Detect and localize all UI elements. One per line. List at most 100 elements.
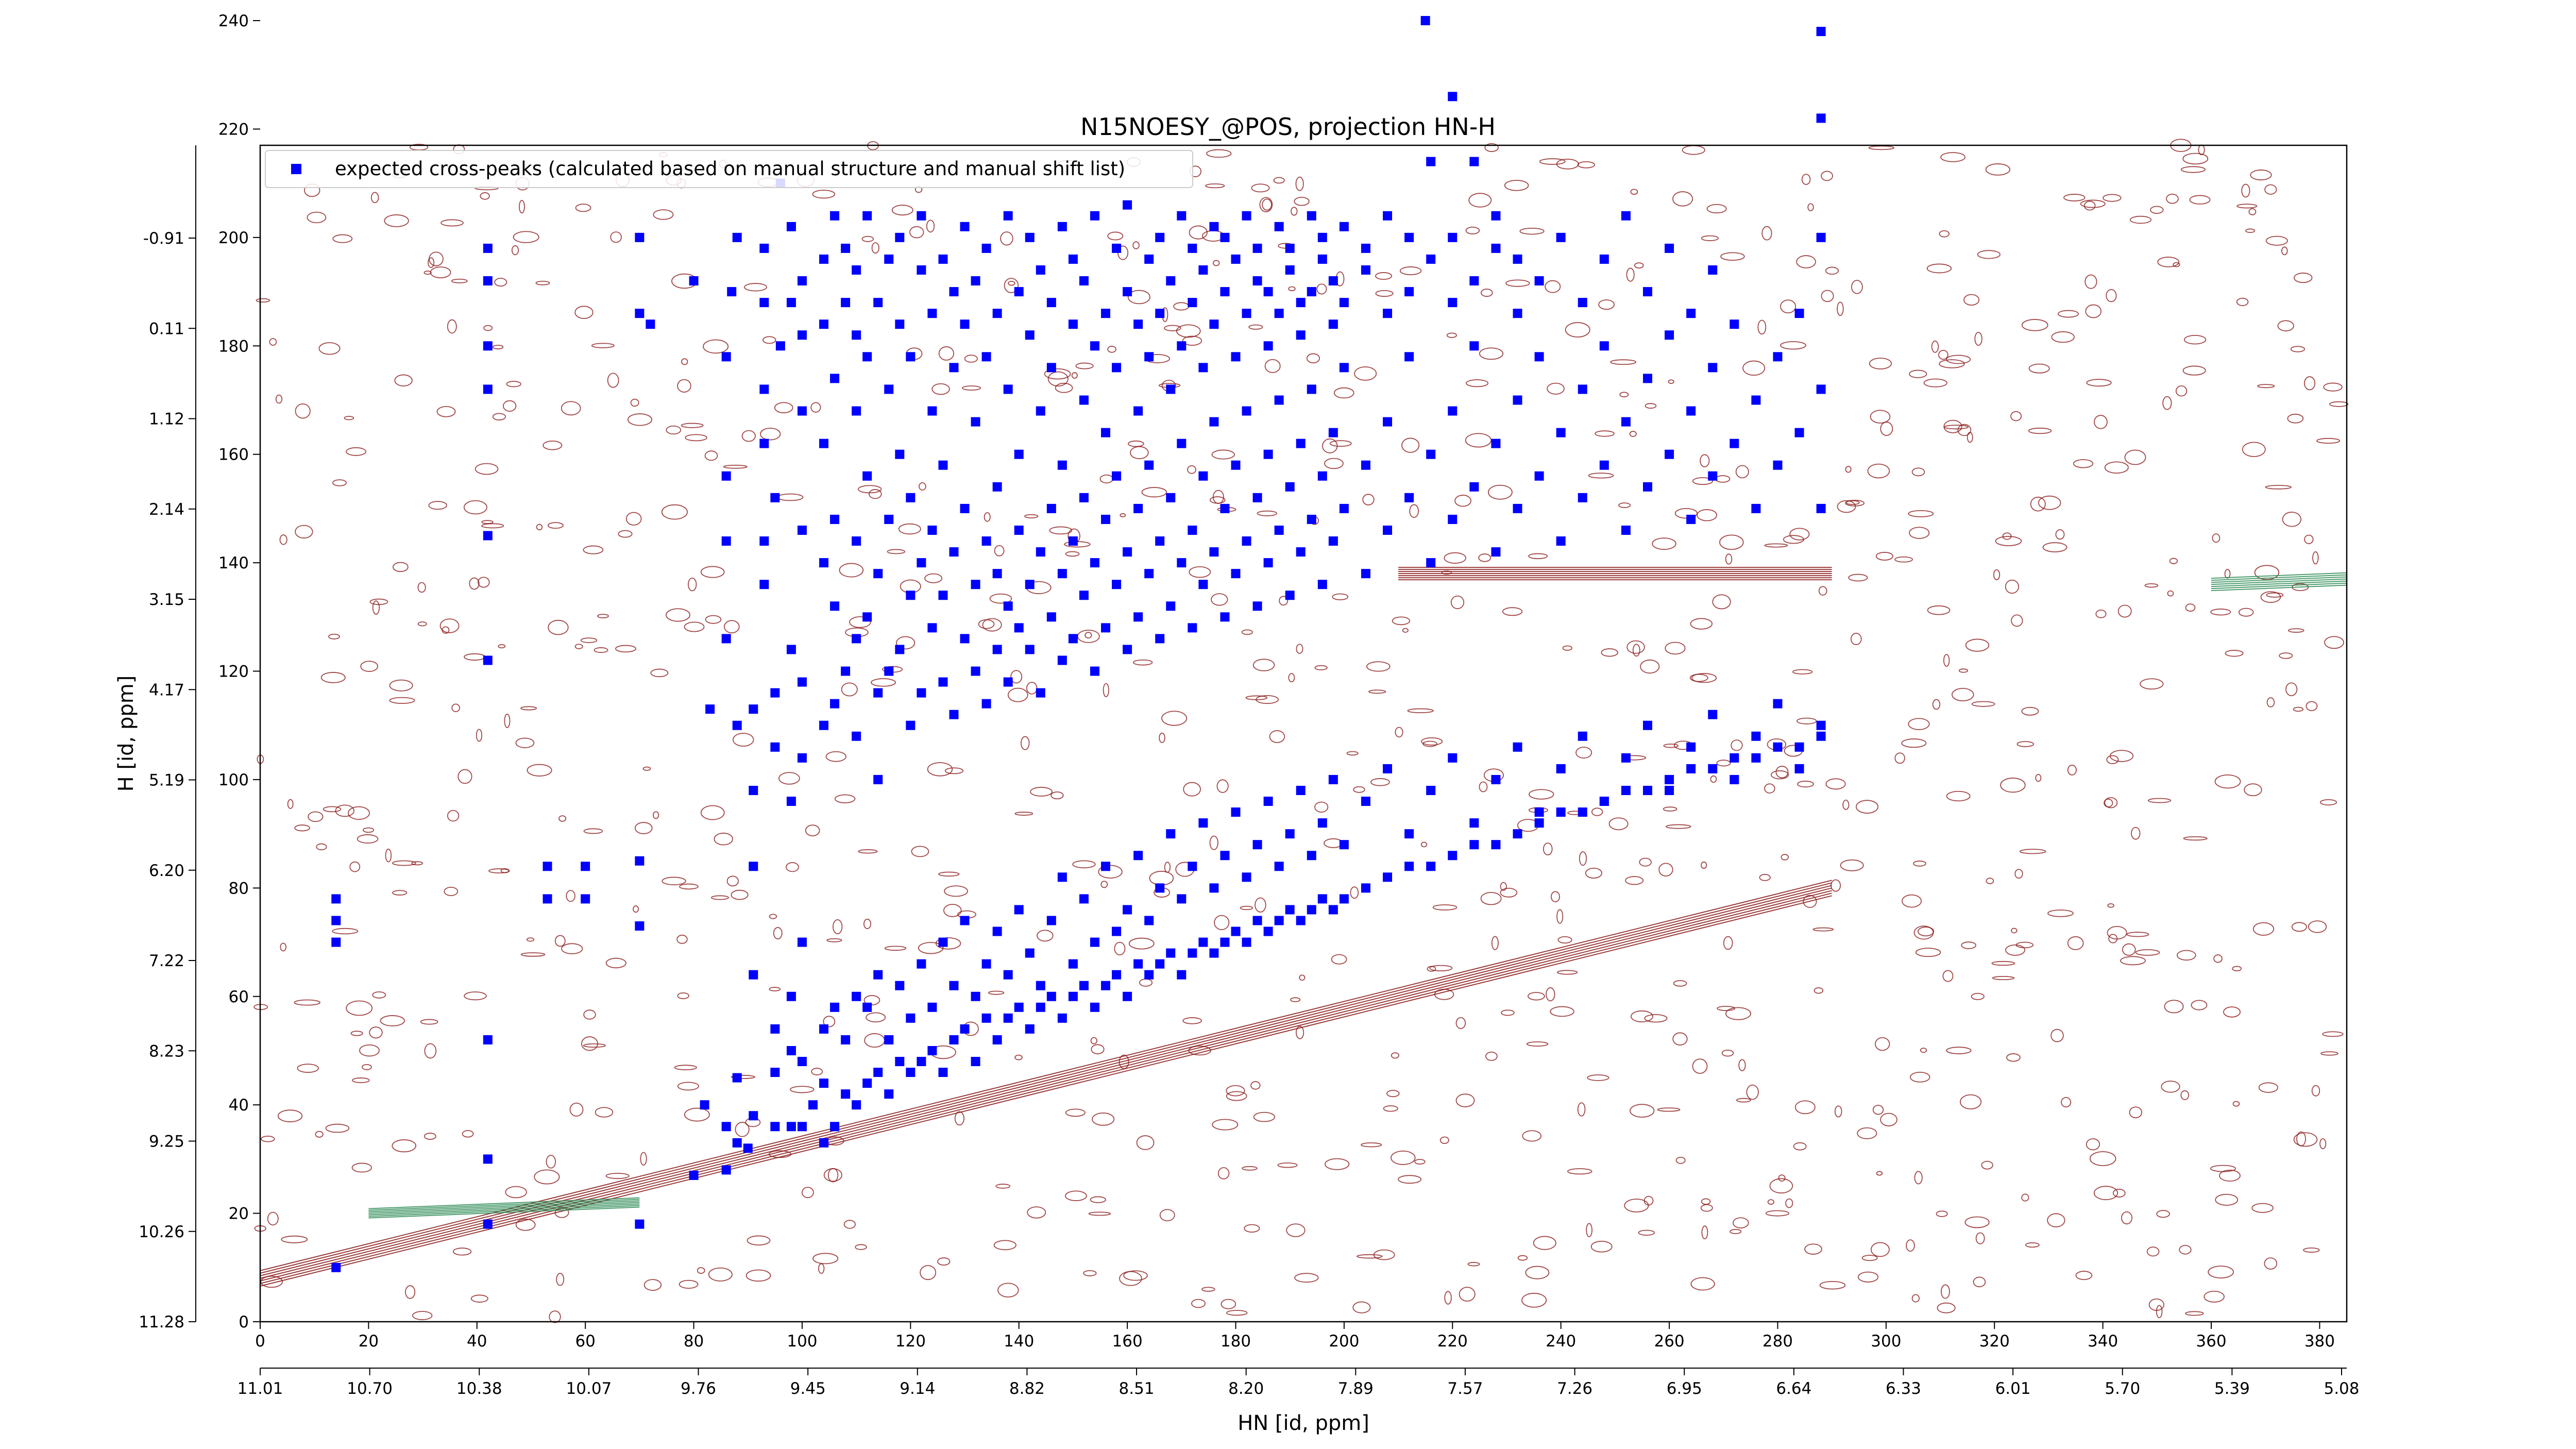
y-ppm-tick-label: 11.28: [139, 1313, 184, 1332]
noise-contour: [2169, 558, 2178, 564]
noise-contour: [1450, 595, 1465, 610]
noise-contour: [1454, 495, 1471, 507]
noise-contour: [267, 1211, 279, 1226]
noise-contour: [1240, 905, 1253, 911]
noise-contour: [1189, 566, 1211, 578]
cross-peak: [981, 1013, 991, 1023]
noise-contour: [2167, 590, 2174, 597]
cross-peak: [1079, 493, 1089, 502]
noise-contour: [503, 400, 517, 412]
cross-peak: [1285, 905, 1295, 915]
noise-contour: [1909, 369, 1927, 378]
noise-contour: [1943, 419, 1962, 433]
noise-contour: [642, 766, 651, 771]
noise-contour: [1083, 1270, 1097, 1276]
noise-contour: [1556, 970, 1578, 975]
noise-contour: [1455, 1017, 1466, 1029]
cross-peak: [483, 276, 493, 286]
noise-contour: [2316, 437, 2341, 444]
noise-contour: [1682, 145, 1705, 155]
cross-peak: [1046, 503, 1056, 513]
noise-contour: [1368, 689, 1386, 694]
noise-contour: [1325, 1158, 1350, 1170]
cross-peak: [938, 937, 948, 947]
ridge-contour: [2211, 582, 2347, 589]
noise-contour: [1446, 332, 1457, 338]
noise-contour: [2223, 1006, 2241, 1018]
noise-contour: [1908, 718, 1930, 730]
noise-contour: [2177, 950, 2196, 961]
noise-contour: [1100, 881, 1108, 888]
cross-peak: [1773, 742, 1783, 752]
y-ppm-tick-label: 5.19: [149, 771, 184, 790]
noise-contour: [759, 428, 781, 441]
cross-peak: [1155, 309, 1165, 318]
ridge-contour: [368, 1199, 640, 1211]
cross-peak: [1079, 395, 1089, 405]
cross-peak: [862, 211, 872, 221]
cross-peak: [1642, 785, 1652, 795]
x-tick-label: 200: [1329, 1332, 1359, 1351]
cross-peak: [830, 1122, 840, 1132]
noise-contour: [1130, 446, 1149, 460]
cross-peak: [1101, 981, 1111, 990]
noise-contour: [2232, 1101, 2240, 1107]
noise-contour: [1794, 1100, 1816, 1115]
noise-contour: [2025, 1242, 2040, 1248]
noise-contour: [2291, 922, 2307, 932]
noise-contour: [2161, 1081, 2180, 1093]
noise-contour: [1484, 143, 1499, 152]
noise-contour: [833, 919, 843, 935]
cross-peak: [1220, 937, 1230, 947]
noise-contour: [520, 706, 537, 711]
noise-contour: [1666, 824, 1691, 829]
noise-contour: [1577, 1102, 1586, 1117]
noise-contour: [2296, 1131, 2306, 1147]
noise-contour: [605, 1173, 630, 1179]
noise-contour: [1630, 1010, 1653, 1023]
cross-peak: [1155, 959, 1165, 969]
cross-peak: [1317, 232, 1327, 242]
noise-contour: [1565, 322, 1590, 338]
noise-contour: [417, 621, 427, 627]
noise-contour: [1630, 1104, 1655, 1118]
legend-box: [265, 150, 1193, 188]
noise-contour: [1468, 193, 1492, 208]
noise-contour: [2264, 1257, 2278, 1270]
noise-contour: [1588, 473, 1614, 479]
noise-contour: [2006, 1053, 2021, 1062]
cross-peak: [1112, 580, 1122, 589]
noise-contour: [1819, 1280, 1846, 1290]
cross-peak: [1036, 406, 1045, 416]
cross-peak: [732, 1073, 742, 1083]
noise-contour: [1652, 537, 1676, 550]
cross-peak: [1274, 222, 1284, 231]
cross-peak: [1014, 449, 1024, 459]
noise-contour: [1691, 673, 1717, 683]
cross-peak: [1209, 948, 1219, 958]
cross-peak: [1231, 460, 1241, 470]
noise-contour: [1550, 891, 1560, 903]
noise-contour: [849, 616, 871, 628]
noise-contour: [294, 999, 320, 1006]
noise-contour: [826, 938, 842, 942]
noise-contour: [474, 463, 499, 475]
x-tick-label: 300: [1871, 1332, 1901, 1351]
noise-contour: [1244, 1224, 1260, 1233]
noise-contour: [1361, 1142, 1382, 1148]
noise-contour: [597, 614, 609, 618]
cross-peak: [841, 1089, 851, 1099]
noise-contour: [863, 918, 872, 930]
noise-contour: [2093, 1186, 2119, 1201]
noise-contour: [937, 1257, 951, 1266]
cross-peak: [1296, 298, 1306, 308]
cross-peak: [992, 482, 1002, 492]
noise-contour: [1136, 1135, 1155, 1150]
cross-peak: [1448, 92, 1458, 102]
cross-peak: [1046, 363, 1056, 373]
cross-peak: [1188, 623, 1197, 633]
y-tick-label: 100: [218, 771, 249, 789]
cross-peak: [938, 460, 948, 470]
cross-peak: [1101, 514, 1111, 524]
cross-peak: [841, 666, 851, 676]
